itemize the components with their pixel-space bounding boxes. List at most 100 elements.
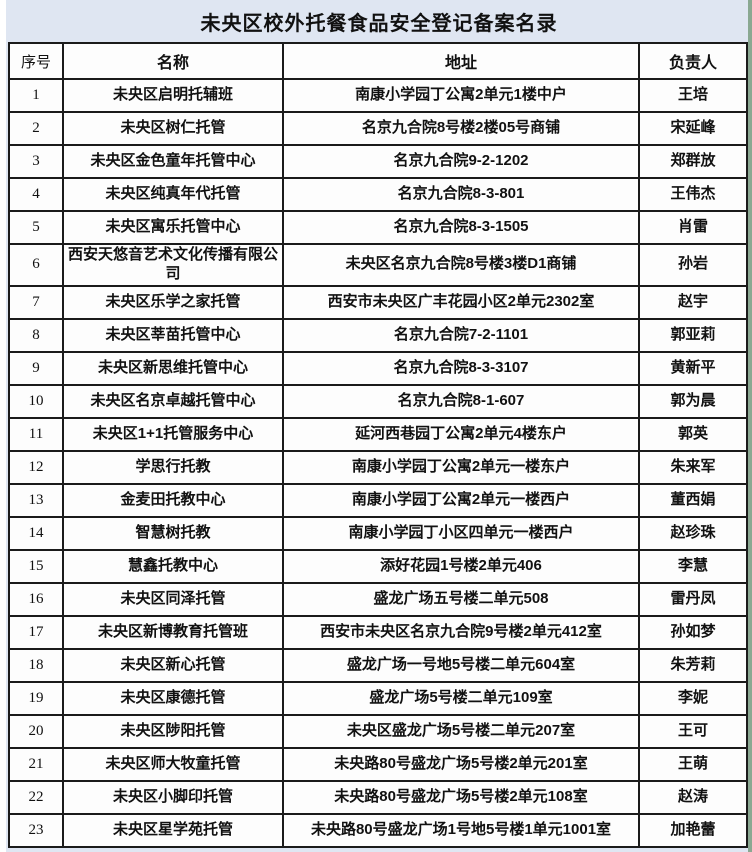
table-row: 2 未央区树仁托管 名京九合院8号楼2楼05号商铺 宋延峰 (8, 111, 748, 146)
person-cell: 肖雷 (638, 210, 748, 245)
name-cell: 未央区乐学之家托管 (62, 284, 284, 320)
address-cell: 未央区名京九合院8号楼3楼D1商铺 (282, 243, 640, 287)
header-person: 负责人 (638, 42, 748, 80)
table-row: 10 未央区名京卓越托管中心 名京九合院8-1-607 郭为晨 (8, 383, 748, 419)
address-cell: 名京九合院8-3-3107 (282, 350, 640, 386)
table-row: 9 未央区新思维托管中心 名京九合院8-3-3107 黄新平 (8, 350, 748, 386)
table-row: 7 未央区乐学之家托管 西安市未央区广丰花园小区2单元2302室 赵宇 (8, 284, 748, 320)
person-cell: 李妮 (638, 680, 748, 716)
person-cell: 孙如梦 (638, 614, 748, 650)
address-cell: 未央路80号盛龙广场5号楼2单元108室 (282, 779, 640, 815)
name-cell: 未央区金色童年托管中心 (62, 144, 284, 179)
person-cell: 宋延峰 (638, 111, 748, 146)
address-cell: 南康小学园丁公寓2单元1楼中户 (282, 78, 640, 113)
person-cell: 郭英 (638, 416, 748, 452)
address-cell: 盛龙广场一号地5号楼二单元604室 (282, 647, 640, 683)
serial-cell: 21 (8, 746, 64, 782)
serial-cell: 9 (8, 350, 64, 386)
person-cell: 董西娟 (638, 482, 748, 518)
address-cell: 盛龙广场五号楼二单元508 (282, 581, 640, 617)
table-row: 4 未央区纯真年代托管 名京九合院8-3-801 王伟杰 (8, 177, 748, 212)
name-cell: 慧鑫托教中心 (62, 548, 284, 584)
person-cell: 黄新平 (638, 350, 748, 386)
serial-cell: 14 (8, 515, 64, 551)
address-cell: 南康小学园丁公寓2单元一楼西户 (282, 482, 640, 518)
person-cell: 孙岩 (638, 243, 748, 287)
header-name: 名称 (62, 42, 284, 80)
person-cell: 赵涛 (638, 779, 748, 815)
table-row: 15 慧鑫托教中心 添好花园1号楼2单元406 李慧 (8, 548, 748, 584)
header-no: 序号 (8, 42, 64, 80)
table-row: 11 未央区1+1托管服务中心 延河西巷园丁公寓2单元4楼东户 郭英 (8, 416, 748, 452)
table-row: 21 未央区师大牧童托管 未央路80号盛龙广场5号楼2单元201室 王萌 (8, 746, 748, 782)
name-cell: 未央区新博教育托管班 (62, 614, 284, 650)
serial-cell: 19 (8, 680, 64, 716)
serial-cell: 4 (8, 177, 64, 212)
header-address: 地址 (282, 42, 640, 80)
table-row: 19 未央区康德托管 盛龙广场5号楼二单元109室 李妮 (8, 680, 748, 716)
table-row: 12 学思行托教 南康小学园丁公寓2单元一楼东户 朱来军 (8, 449, 748, 485)
address-cell: 延河西巷园丁公寓2单元4楼东户 (282, 416, 640, 452)
registry-table: 序号 名称 地址 负责人 1 未央区启明托辅班 南康小学园丁公寓2单元1楼中户 王培 2… (8, 42, 748, 848)
address-cell: 未央区盛龙广场5号楼二单元207室 (282, 713, 640, 749)
name-cell: 金麦田托教中心 (62, 482, 284, 518)
person-cell: 李慧 (638, 548, 748, 584)
name-cell: 未央区莘苗托管中心 (62, 317, 284, 353)
name-cell: 未央区1+1托管服务中心 (62, 416, 284, 452)
address-cell: 南康小学园丁小区四单元一楼西户 (282, 515, 640, 551)
name-cell: 未央区名京卓越托管中心 (62, 383, 284, 419)
serial-cell: 8 (8, 317, 64, 353)
name-cell: 未央区寓乐托管中心 (62, 210, 284, 245)
serial-cell: 6 (8, 243, 64, 287)
person-cell: 赵珍珠 (638, 515, 748, 551)
address-cell: 添好花园1号楼2单元406 (282, 548, 640, 584)
address-cell: 名京九合院8-3-801 (282, 177, 640, 212)
address-cell: 名京九合院7-2-1101 (282, 317, 640, 353)
name-cell: 西安天悠音艺术文化传播有限公司 (62, 243, 284, 287)
serial-cell: 15 (8, 548, 64, 584)
person-cell: 雷丹凤 (638, 581, 748, 617)
table-row: 18 未央区新心托管 盛龙广场一号地5号楼二单元604室 朱芳莉 (8, 647, 748, 683)
name-cell: 未央区新思维托管中心 (62, 350, 284, 386)
table-body: 1 未央区启明托辅班 南康小学园丁公寓2单元1楼中户 王培 2 未央区树仁托管 名京九合院8… (8, 78, 748, 848)
serial-cell: 2 (8, 111, 64, 146)
table-row: 3 未央区金色童年托管中心 名京九合院9-2-1202 郑群放 (8, 144, 748, 179)
table-row: 5 未央区寓乐托管中心 名京九合院8-3-1505 肖雷 (8, 210, 748, 245)
serial-cell: 5 (8, 210, 64, 245)
person-cell: 郑群放 (638, 144, 748, 179)
person-cell: 王培 (638, 78, 748, 113)
address-cell: 西安市未央区名京九合院9号楼2单元412室 (282, 614, 640, 650)
name-cell: 未央区启明托辅班 (62, 78, 284, 113)
serial-cell: 3 (8, 144, 64, 179)
address-cell: 未央路80号盛龙广场5号楼2单元201室 (282, 746, 640, 782)
table-row: 14 智慧树托教 南康小学园丁小区四单元一楼西户 赵珍珠 (8, 515, 748, 551)
table-row: 23 未央区星学苑托管 未央路80号盛龙广场1号地5号楼1单元1001室 加艳蕾 (8, 812, 748, 848)
address-cell: 盛龙广场5号楼二单元109室 (282, 680, 640, 716)
name-cell: 未央区师大牧童托管 (62, 746, 284, 782)
table-row: 16 未央区同泽托管 盛龙广场五号楼二单元508 雷丹凤 (8, 581, 748, 617)
name-cell: 学思行托教 (62, 449, 284, 485)
name-cell: 未央区同泽托管 (62, 581, 284, 617)
person-cell: 王伟杰 (638, 177, 748, 212)
address-cell: 名京九合院8号楼2楼05号商铺 (282, 111, 640, 146)
address-cell: 名京九合院8-1-607 (282, 383, 640, 419)
person-cell: 加艳蕾 (638, 812, 748, 848)
table-row: 1 未央区启明托辅班 南康小学园丁公寓2单元1楼中户 王培 (8, 78, 748, 113)
table-row: 20 未央区陟阳托管 未央区盛龙广场5号楼二单元207室 王可 (8, 713, 748, 749)
address-cell: 名京九合院9-2-1202 (282, 144, 640, 179)
table-row: 6 西安天悠音艺术文化传播有限公司 未央区名京九合院8号楼3楼D1商铺 孙岩 (8, 243, 748, 287)
address-cell: 西安市未央区广丰花园小区2单元2302室 (282, 284, 640, 320)
name-cell: 未央区星学苑托管 (62, 812, 284, 848)
name-cell: 智慧树托教 (62, 515, 284, 551)
person-cell: 王可 (638, 713, 748, 749)
serial-cell: 17 (8, 614, 64, 650)
serial-cell: 18 (8, 647, 64, 683)
name-cell: 未央区陟阳托管 (62, 713, 284, 749)
name-cell: 未央区纯真年代托管 (62, 177, 284, 212)
person-cell: 王萌 (638, 746, 748, 782)
serial-cell: 11 (8, 416, 64, 452)
right-edge-strip (748, 0, 752, 852)
header-row: 序号 名称 地址 负责人 (8, 42, 748, 80)
address-cell: 南康小学园丁公寓2单元一楼东户 (282, 449, 640, 485)
name-cell: 未央区新心托管 (62, 647, 284, 683)
